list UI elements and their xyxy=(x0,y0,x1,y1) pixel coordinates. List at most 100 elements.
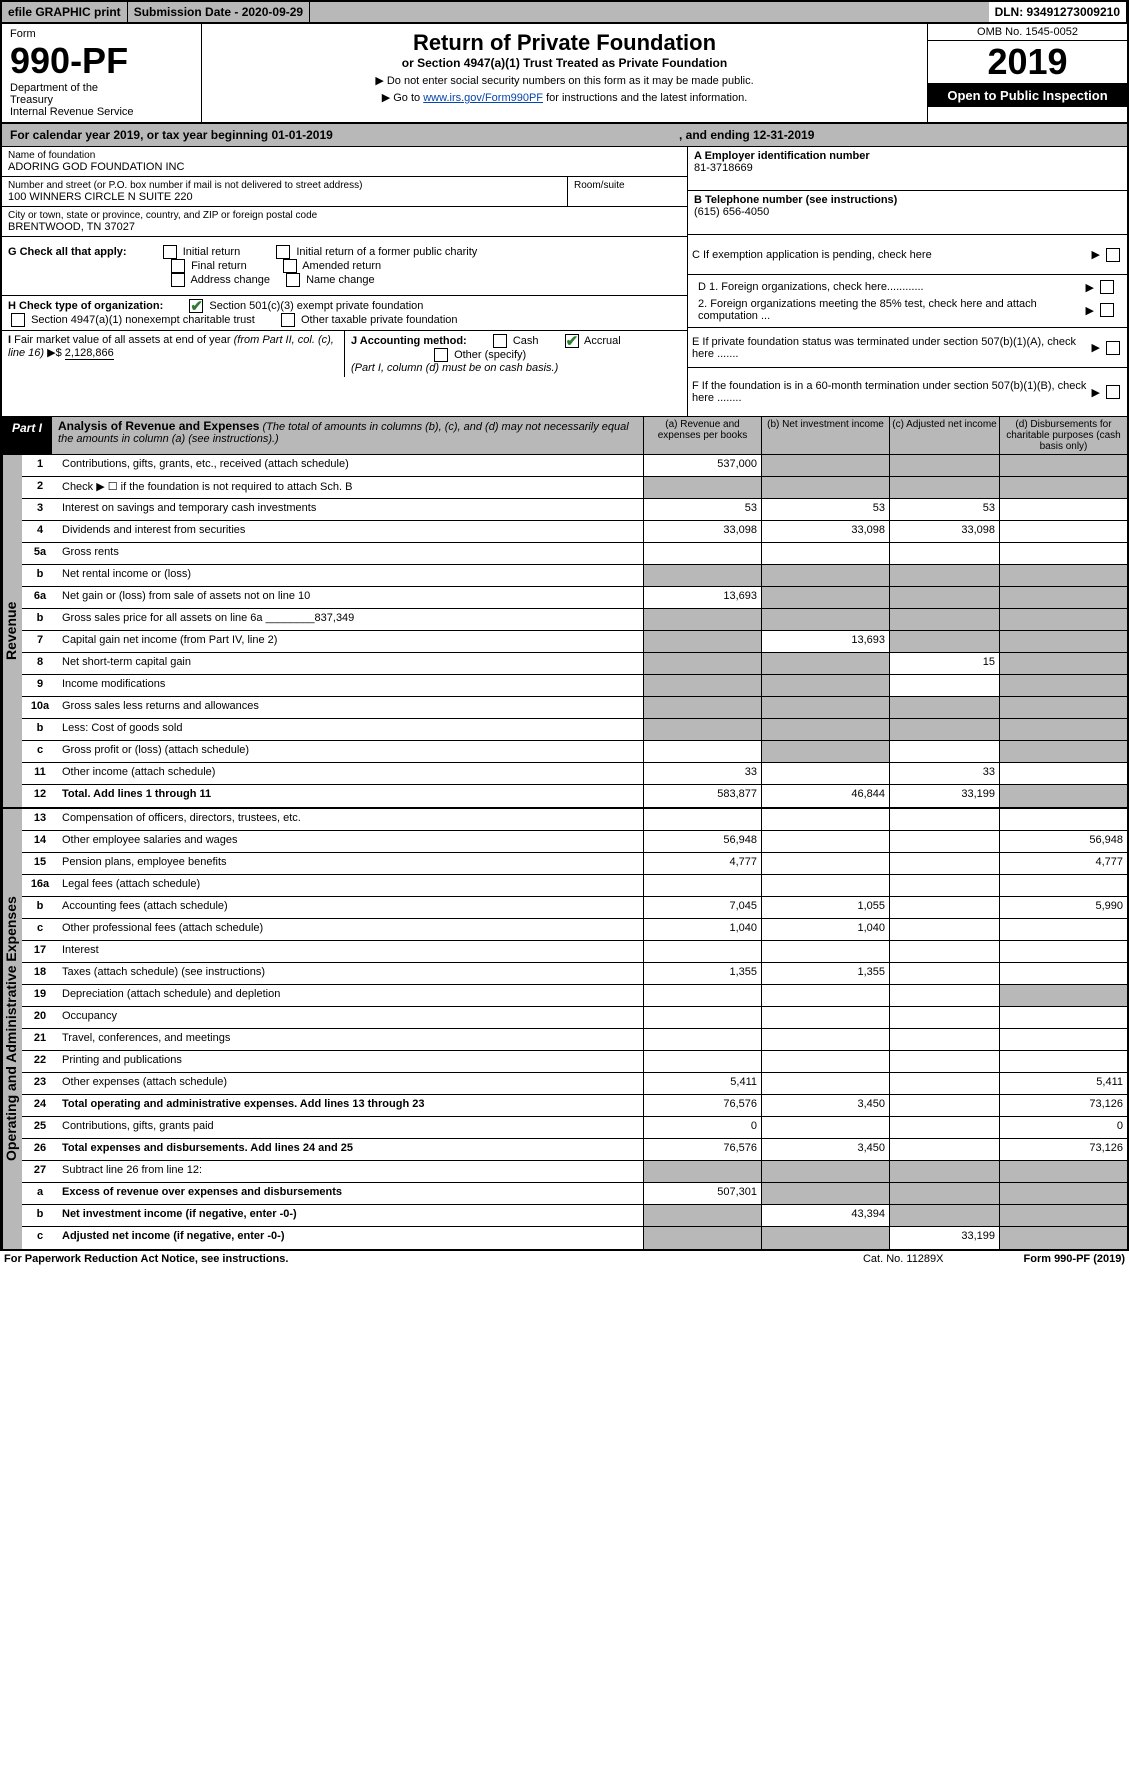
line-desc: Gross sales price for all assets on line… xyxy=(58,609,643,630)
cell-b xyxy=(761,697,889,718)
cell-a xyxy=(643,565,761,586)
dln: DLN: 93491273009210 xyxy=(989,2,1127,22)
line-number: a xyxy=(22,1183,58,1204)
efile-label: efile GRAPHIC print xyxy=(2,2,128,22)
table-row: aExcess of revenue over expenses and dis… xyxy=(22,1183,1127,1205)
cell-b: 43,394 xyxy=(761,1205,889,1226)
check-amended[interactable] xyxy=(283,259,297,273)
line-desc: Other expenses (attach schedule) xyxy=(58,1073,643,1094)
cell-c xyxy=(889,697,999,718)
line-number: 13 xyxy=(22,809,58,830)
cell-a: 1,355 xyxy=(643,963,761,984)
check-d1[interactable] xyxy=(1100,280,1114,294)
check-accrual[interactable] xyxy=(565,334,579,348)
table-row: 24Total operating and administrative exp… xyxy=(22,1095,1127,1117)
line-number: 1 xyxy=(22,455,58,476)
check-addr-change[interactable] xyxy=(171,273,185,287)
cell-d: 56,948 xyxy=(999,831,1127,852)
d2-foreign85: 2. Foreign organizations meeting the 85%… xyxy=(698,298,1083,322)
line-number: 14 xyxy=(22,831,58,852)
check-initial[interactable] xyxy=(163,245,177,259)
cell-d xyxy=(999,963,1127,984)
line-desc: Other professional fees (attach schedule… xyxy=(58,919,643,940)
check-c[interactable] xyxy=(1106,248,1120,262)
part-i-header: Part I Analysis of Revenue and Expenses … xyxy=(2,417,1127,455)
check-final[interactable] xyxy=(171,259,185,273)
cell-c xyxy=(889,831,999,852)
check-other-taxable[interactable] xyxy=(281,313,295,327)
line-desc: Interest xyxy=(58,941,643,962)
cell-a xyxy=(643,1029,761,1050)
phone-value: (615) 656-4050 xyxy=(694,206,1121,218)
check-other-method[interactable] xyxy=(434,348,448,362)
check-name-change[interactable] xyxy=(286,273,300,287)
line-number: 18 xyxy=(22,963,58,984)
name-label: Name of foundation xyxy=(8,150,681,161)
line-number: 7 xyxy=(22,631,58,652)
table-row: 25Contributions, gifts, grants paid00 xyxy=(22,1117,1127,1139)
cell-d xyxy=(999,1051,1127,1072)
cell-a xyxy=(643,809,761,830)
cell-c xyxy=(889,875,999,896)
f-60month: F If the foundation is in a 60-month ter… xyxy=(692,380,1089,404)
line-number: 17 xyxy=(22,941,58,962)
cell-a xyxy=(643,985,761,1006)
cell-b: 1,355 xyxy=(761,963,889,984)
table-row: 5aGross rents xyxy=(22,543,1127,565)
cell-a xyxy=(643,543,761,564)
check-initial-former[interactable] xyxy=(276,245,290,259)
table-row: 1Contributions, gifts, grants, etc., rec… xyxy=(22,455,1127,477)
cell-b: 33,098 xyxy=(761,521,889,542)
calendar-year-row: For calendar year 2019, or tax year begi… xyxy=(2,124,1127,147)
table-row: 27Subtract line 26 from line 12: xyxy=(22,1161,1127,1183)
table-row: 15Pension plans, employee benefits4,7774… xyxy=(22,853,1127,875)
line-number: c xyxy=(22,919,58,940)
cell-a: 76,576 xyxy=(643,1095,761,1116)
cell-a: 5,411 xyxy=(643,1073,761,1094)
cell-c: 15 xyxy=(889,653,999,674)
table-row: 10aGross sales less returns and allowanc… xyxy=(22,697,1127,719)
table-row: bNet investment income (if negative, ent… xyxy=(22,1205,1127,1227)
cell-d xyxy=(999,1029,1127,1050)
line-number: 2 xyxy=(22,477,58,498)
cell-c xyxy=(889,1095,999,1116)
cell-c xyxy=(889,1029,999,1050)
street-address: 100 WINNERS CIRCLE N SUITE 220 xyxy=(8,191,561,203)
line-number: 26 xyxy=(22,1139,58,1160)
cell-b xyxy=(761,985,889,1006)
check-4947[interactable] xyxy=(11,313,25,327)
cell-b xyxy=(761,1073,889,1094)
cell-d xyxy=(999,499,1127,520)
cell-d xyxy=(999,1161,1127,1182)
cell-c xyxy=(889,455,999,476)
cell-d xyxy=(999,1205,1127,1226)
ein-value: 81-3718669 xyxy=(694,162,1121,174)
cell-c xyxy=(889,1073,999,1094)
table-row: 21Travel, conferences, and meetings xyxy=(22,1029,1127,1051)
foundation-name: ADORING GOD FOUNDATION INC xyxy=(8,161,681,173)
table-row: bGross sales price for all assets on lin… xyxy=(22,609,1127,631)
cell-d: 5,990 xyxy=(999,897,1127,918)
check-d2[interactable] xyxy=(1100,303,1114,317)
cell-b xyxy=(761,1051,889,1072)
line-number: 23 xyxy=(22,1073,58,1094)
cell-d: 73,126 xyxy=(999,1139,1127,1160)
h-label: H Check type of organization: xyxy=(8,300,163,312)
check-f[interactable] xyxy=(1106,385,1120,399)
check-e[interactable] xyxy=(1106,341,1120,355)
table-row: 19Depreciation (attach schedule) and dep… xyxy=(22,985,1127,1007)
cell-a xyxy=(643,477,761,498)
irs-link[interactable]: www.irs.gov/Form990PF xyxy=(423,92,543,104)
check-cash[interactable] xyxy=(493,334,507,348)
check-501c3[interactable] xyxy=(189,299,203,313)
table-row: cOther professional fees (attach schedul… xyxy=(22,919,1127,941)
cell-b xyxy=(761,763,889,784)
form-number: 990-PF xyxy=(10,40,193,82)
line-desc: Pension plans, employee benefits xyxy=(58,853,643,874)
cell-d xyxy=(999,719,1127,740)
line-desc: Gross profit or (loss) (attach schedule) xyxy=(58,741,643,762)
line-number: c xyxy=(22,741,58,762)
cell-d xyxy=(999,631,1127,652)
cell-a: 0 xyxy=(643,1117,761,1138)
line-desc: Net rental income or (loss) xyxy=(58,565,643,586)
